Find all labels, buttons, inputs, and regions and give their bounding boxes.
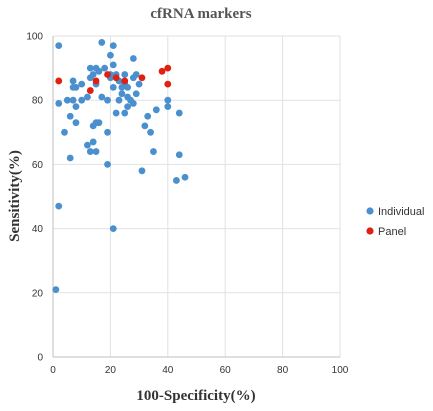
individual-point xyxy=(115,96,123,104)
individual-point xyxy=(132,71,140,78)
legend-label-panel: Panel xyxy=(378,226,406,238)
y-tick-label: 80 xyxy=(32,96,44,107)
individual-point xyxy=(55,42,63,50)
x-tick-label: 40 xyxy=(162,365,174,376)
individual-point xyxy=(66,154,74,162)
individual-point xyxy=(104,128,111,136)
individual-point xyxy=(104,96,111,104)
individual-point xyxy=(84,93,91,101)
individual-point xyxy=(69,77,77,85)
individual-point xyxy=(92,148,100,155)
y-tick-label: 40 xyxy=(32,224,44,235)
series-individual xyxy=(52,39,189,293)
individual-point xyxy=(61,128,68,136)
individual-point xyxy=(95,67,103,75)
panel-point xyxy=(164,80,172,88)
individual-point xyxy=(72,119,80,127)
chart-title: cfRNA markers xyxy=(150,6,251,22)
series-panel xyxy=(55,64,172,94)
individual-point xyxy=(135,80,143,88)
panel-point xyxy=(164,64,172,72)
individual-point xyxy=(86,148,94,155)
legend: Individual Panel xyxy=(366,206,424,238)
individual-point xyxy=(86,64,94,72)
individual-point xyxy=(52,286,60,293)
individual-point xyxy=(63,96,71,104)
individual-point xyxy=(175,151,183,159)
y-tick-label: 20 xyxy=(32,288,44,299)
individual-point xyxy=(89,138,97,146)
x-tick-label: 0 xyxy=(50,365,56,376)
individual-point xyxy=(109,42,117,50)
individual-point xyxy=(109,61,117,69)
panel-point xyxy=(121,77,129,85)
individual-point xyxy=(164,103,172,111)
individual-point xyxy=(150,148,157,155)
y-tick-label: 60 xyxy=(32,160,44,171)
individual-point xyxy=(89,71,97,78)
legend-marker-individual xyxy=(366,207,374,215)
individual-point xyxy=(147,128,154,136)
individual-point xyxy=(152,106,160,114)
individual-point xyxy=(175,109,183,117)
panel-point xyxy=(92,77,100,85)
individual-point xyxy=(124,103,132,111)
panel-point xyxy=(138,74,146,82)
individual-point xyxy=(164,96,172,104)
axes xyxy=(52,36,340,358)
panel-point xyxy=(55,77,63,85)
individual-point xyxy=(101,64,109,72)
individual-point xyxy=(109,83,117,91)
individual-point xyxy=(129,100,137,107)
individual-point xyxy=(66,112,74,120)
y-tick-labels: 0 20 40 60 80 100 xyxy=(26,32,43,364)
individual-point xyxy=(72,83,80,91)
individual-point xyxy=(141,122,149,130)
individual-point xyxy=(109,225,117,233)
x-tick-label: 20 xyxy=(105,365,117,376)
individual-point xyxy=(129,55,137,62)
individual-point xyxy=(98,93,106,101)
panel-point xyxy=(104,71,111,78)
individual-point xyxy=(181,173,189,181)
individual-point xyxy=(124,83,132,91)
individual-point xyxy=(78,80,86,88)
individual-point xyxy=(138,167,146,175)
panel-point xyxy=(86,87,94,94)
x-tick-label: 80 xyxy=(277,365,289,376)
legend-label-individual: Individual xyxy=(378,206,424,218)
legend-marker-panel xyxy=(366,227,374,235)
individual-point xyxy=(84,141,91,149)
individual-point xyxy=(173,177,180,184)
individual-point xyxy=(69,96,77,104)
panel-point xyxy=(158,67,166,75)
individual-point xyxy=(112,109,120,117)
data-points xyxy=(52,39,189,293)
individual-point xyxy=(118,90,126,98)
individual-point xyxy=(107,51,114,59)
panel-point xyxy=(112,74,120,82)
individual-point xyxy=(95,119,103,127)
individual-point xyxy=(121,71,129,78)
individual-point xyxy=(144,112,152,120)
individual-point xyxy=(72,103,80,111)
x-tick-labels: 0 20 40 60 80 100 xyxy=(50,365,349,376)
individual-point xyxy=(104,161,111,168)
x-tick-label: 60 xyxy=(220,365,232,376)
x-tick-label: 100 xyxy=(332,365,349,376)
individual-point xyxy=(121,109,129,117)
individual-point xyxy=(55,100,63,107)
y-tick-label: 100 xyxy=(26,32,43,43)
individual-point xyxy=(78,96,86,104)
grid-lines xyxy=(53,35,341,357)
individual-point xyxy=(98,39,106,46)
y-axis-label: Sensitivity(%) xyxy=(7,150,23,242)
y-tick-label: 0 xyxy=(37,353,43,364)
x-axis-label: 100-Specificity(%) xyxy=(136,388,255,404)
individual-point xyxy=(55,202,63,210)
individual-point xyxy=(132,90,140,98)
